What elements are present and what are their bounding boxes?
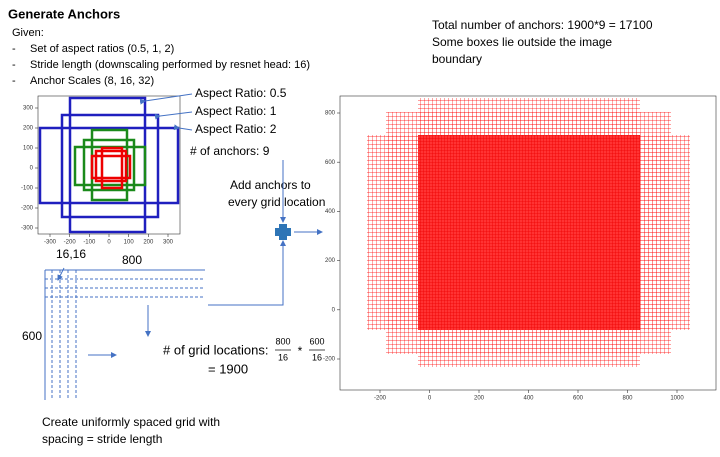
x-tick-label: 600	[573, 396, 584, 402]
anchor-box	[38, 126, 180, 205]
aspect-label: Aspect Ratio: 0.5	[195, 86, 287, 100]
note: every grid location	[228, 195, 325, 209]
y-tick-label: 400	[325, 209, 336, 215]
grid-sketch	[44, 267, 205, 400]
anchor-grid-plot	[339, 95, 717, 391]
anchor-region	[418, 135, 640, 330]
y-tick-label: -100	[21, 186, 34, 192]
grid-locations-label: # of grid locations:	[163, 342, 269, 357]
y-tick-label: 200	[325, 258, 336, 264]
x-tick-label: 300	[163, 240, 174, 246]
denominator: 16	[278, 352, 288, 362]
operator: *	[298, 344, 303, 358]
bullet: Set of aspect ratios (0.5, 1, 2)	[30, 43, 174, 55]
y-tick-label: 0	[30, 166, 34, 172]
grid-height: 600	[22, 329, 42, 343]
x-tick-label: -300	[44, 240, 57, 246]
y-tick-label: 100	[23, 146, 34, 152]
x-tick-label: 800	[622, 396, 633, 402]
x-tick-label: 1000	[670, 396, 684, 402]
note: Add anchors to	[230, 178, 311, 192]
x-tick-label: 200	[143, 240, 154, 246]
title: Generate Anchors	[8, 6, 120, 21]
anchor-box	[100, 146, 124, 190]
note: boundary	[432, 52, 482, 66]
pointer	[57, 267, 65, 281]
x-tick-label: 400	[523, 396, 534, 402]
y-tick-label: 200	[23, 126, 34, 132]
pointer	[154, 111, 193, 120]
y-tick-label: -200	[21, 206, 34, 212]
grid-result: = 1900	[208, 361, 248, 376]
x-tick-label: 100	[124, 240, 135, 246]
y-tick-label: 600	[325, 160, 336, 166]
anchor-count: # of anchors: 9	[190, 144, 270, 158]
plus-icon	[275, 224, 291, 240]
given-label: Given:	[12, 27, 44, 39]
note: Total number of anchors: 1900*9 = 17100	[432, 18, 653, 32]
aspect-label: Aspect Ratio: 1	[195, 104, 277, 118]
connector	[208, 240, 286, 306]
denominator: 16	[312, 352, 322, 362]
y-tick-label: 800	[325, 111, 336, 117]
y-tick-label: 0	[332, 307, 336, 313]
x-tick-label: -200	[64, 240, 77, 246]
x-tick-label: 0	[428, 396, 432, 402]
numerator: 800	[275, 336, 290, 346]
y-tick-label: -200	[323, 357, 336, 363]
grid-width: 800	[122, 253, 142, 267]
note: Some boxes lie outside the image	[432, 35, 612, 49]
x-tick-label: -100	[83, 240, 96, 246]
x-tick-label: 200	[474, 396, 485, 402]
caption: spacing = stride length	[42, 432, 162, 446]
bullet-marker: -	[12, 43, 16, 55]
y-tick-label: -300	[21, 226, 34, 232]
bullet-marker: -	[12, 59, 16, 71]
bullet-marker: -	[12, 75, 16, 87]
y-tick-label: 300	[23, 106, 34, 112]
x-tick-label: 0	[107, 240, 111, 246]
anchor-box	[82, 138, 136, 192]
bullet: Stride length (downscaling performed by …	[30, 59, 310, 71]
anchor-box	[94, 149, 128, 183]
anchor-box	[60, 113, 160, 219]
pointer	[173, 124, 193, 131]
caption: Create uniformly spaced grid with	[42, 415, 220, 429]
anchor-box	[90, 154, 132, 180]
bullet: Anchor Scales (8, 16, 32)	[30, 75, 154, 87]
aspect-label: Aspect Ratio: 2	[195, 122, 277, 136]
grid-origin: 16,16	[56, 247, 86, 261]
x-tick-label: -200	[374, 396, 387, 402]
numerator: 600	[309, 336, 324, 346]
pointer	[139, 93, 193, 105]
anchor-plot	[37, 95, 181, 235]
